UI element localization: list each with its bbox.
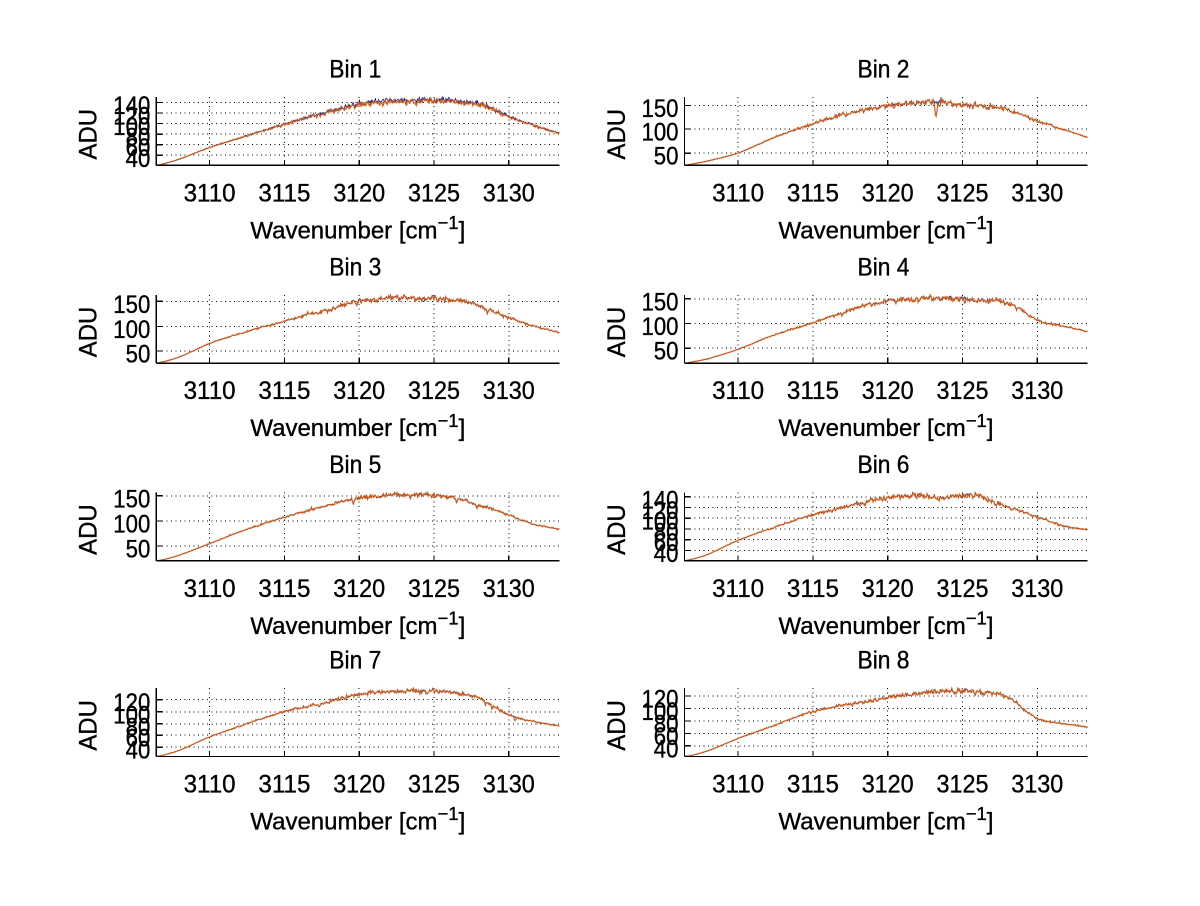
- svg-text:Wavenumber [cm−1]: Wavenumber [cm−1]: [779, 212, 994, 244]
- svg-text:3125: 3125: [937, 179, 989, 207]
- svg-text:3125: 3125: [408, 771, 460, 799]
- svg-text:ADU: ADU: [75, 504, 103, 555]
- svg-text:150: 150: [642, 288, 679, 316]
- svg-text:ADU: ADU: [75, 700, 103, 751]
- svg-text:60: 60: [126, 134, 151, 162]
- svg-text:120: 120: [642, 686, 679, 714]
- svg-text:3115: 3115: [258, 179, 310, 207]
- svg-text:150: 150: [113, 291, 150, 319]
- svg-text:3115: 3115: [258, 575, 310, 603]
- svg-text:140: 140: [113, 92, 150, 120]
- svg-text:ADU: ADU: [75, 109, 103, 160]
- svg-text:120: 120: [642, 497, 679, 525]
- svg-text:ADU: ADU: [603, 504, 631, 555]
- svg-text:3110: 3110: [712, 575, 764, 603]
- svg-text:60: 60: [126, 725, 151, 753]
- svg-text:3110: 3110: [712, 179, 764, 207]
- svg-text:60: 60: [654, 723, 679, 751]
- svg-text:100: 100: [113, 113, 150, 141]
- svg-text:Wavenumber [cm−1]: Wavenumber [cm−1]: [250, 410, 465, 442]
- svg-text:3110: 3110: [184, 377, 236, 405]
- svg-text:150: 150: [113, 485, 150, 513]
- svg-text:3110: 3110: [712, 771, 764, 799]
- svg-text:80: 80: [654, 518, 679, 546]
- svg-text:80: 80: [654, 711, 679, 739]
- svg-text:3125: 3125: [937, 771, 989, 799]
- svg-text:60: 60: [654, 529, 679, 557]
- svg-text:40: 40: [654, 735, 679, 763]
- svg-text:3110: 3110: [184, 179, 236, 207]
- svg-text:Wavenumber [cm−1]: Wavenumber [cm−1]: [250, 608, 465, 640]
- svg-text:Bin 1: Bin 1: [329, 56, 381, 84]
- svg-text:40: 40: [126, 737, 151, 765]
- svg-text:100: 100: [642, 508, 679, 536]
- svg-text:3120: 3120: [333, 377, 385, 405]
- svg-text:ADU: ADU: [603, 109, 631, 160]
- svg-text:3125: 3125: [408, 179, 460, 207]
- svg-text:3130: 3130: [483, 575, 535, 603]
- svg-text:Wavenumber [cm−1]: Wavenumber [cm−1]: [779, 410, 994, 442]
- svg-text:Bin 8: Bin 8: [858, 647, 910, 675]
- svg-text:3120: 3120: [333, 575, 385, 603]
- svg-text:100: 100: [113, 316, 150, 344]
- svg-text:100: 100: [113, 510, 150, 538]
- svg-text:3115: 3115: [787, 771, 839, 799]
- svg-text:Wavenumber [cm−1]: Wavenumber [cm−1]: [779, 803, 994, 835]
- svg-text:50: 50: [126, 341, 151, 369]
- svg-text:Bin 7: Bin 7: [329, 647, 381, 675]
- svg-text:3120: 3120: [862, 575, 914, 603]
- svg-text:50: 50: [126, 536, 151, 564]
- svg-text:3125: 3125: [937, 575, 989, 603]
- svg-text:40: 40: [126, 145, 151, 173]
- svg-text:100: 100: [642, 698, 679, 726]
- svg-text:3115: 3115: [787, 575, 839, 603]
- svg-text:3115: 3115: [787, 179, 839, 207]
- svg-text:3115: 3115: [258, 377, 310, 405]
- svg-text:120: 120: [113, 103, 150, 131]
- svg-text:3120: 3120: [862, 377, 914, 405]
- svg-text:100: 100: [113, 701, 150, 729]
- svg-text:Wavenumber [cm−1]: Wavenumber [cm−1]: [250, 803, 465, 835]
- svg-text:3125: 3125: [408, 377, 460, 405]
- svg-text:50: 50: [654, 338, 679, 366]
- svg-text:3115: 3115: [258, 771, 310, 799]
- svg-text:140: 140: [642, 486, 679, 514]
- svg-text:3130: 3130: [1011, 377, 1063, 405]
- svg-text:ADU: ADU: [75, 307, 103, 358]
- svg-text:80: 80: [126, 124, 151, 152]
- svg-text:3110: 3110: [184, 575, 236, 603]
- svg-text:3120: 3120: [333, 179, 385, 207]
- svg-text:ADU: ADU: [603, 307, 631, 358]
- svg-text:Bin 2: Bin 2: [858, 56, 910, 84]
- svg-text:100: 100: [642, 313, 679, 341]
- svg-text:Bin 5: Bin 5: [329, 451, 381, 479]
- svg-text:Wavenumber [cm−1]: Wavenumber [cm−1]: [779, 608, 994, 640]
- svg-text:3115: 3115: [787, 377, 839, 405]
- svg-text:40: 40: [654, 540, 679, 568]
- svg-text:150: 150: [642, 95, 679, 123]
- svg-text:120: 120: [113, 689, 150, 717]
- svg-text:3130: 3130: [1011, 179, 1063, 207]
- svg-text:3125: 3125: [937, 377, 989, 405]
- svg-text:3130: 3130: [1011, 575, 1063, 603]
- svg-text:ADU: ADU: [603, 700, 631, 751]
- svg-text:3120: 3120: [333, 771, 385, 799]
- svg-text:3110: 3110: [712, 377, 764, 405]
- svg-text:50: 50: [654, 143, 679, 171]
- svg-text:Bin 3: Bin 3: [329, 253, 381, 281]
- svg-text:3130: 3130: [483, 771, 535, 799]
- svg-text:100: 100: [642, 119, 679, 147]
- svg-text:3120: 3120: [862, 179, 914, 207]
- svg-text:3120: 3120: [862, 771, 914, 799]
- svg-text:3130: 3130: [1011, 771, 1063, 799]
- svg-text:Bin 6: Bin 6: [858, 451, 910, 479]
- svg-text:80: 80: [126, 713, 151, 741]
- svg-text:Bin 4: Bin 4: [858, 253, 910, 281]
- svg-text:3125: 3125: [408, 575, 460, 603]
- svg-text:3110: 3110: [184, 771, 236, 799]
- svg-text:3130: 3130: [483, 377, 535, 405]
- svg-text:3130: 3130: [483, 179, 535, 207]
- svg-text:Wavenumber [cm−1]: Wavenumber [cm−1]: [250, 212, 465, 244]
